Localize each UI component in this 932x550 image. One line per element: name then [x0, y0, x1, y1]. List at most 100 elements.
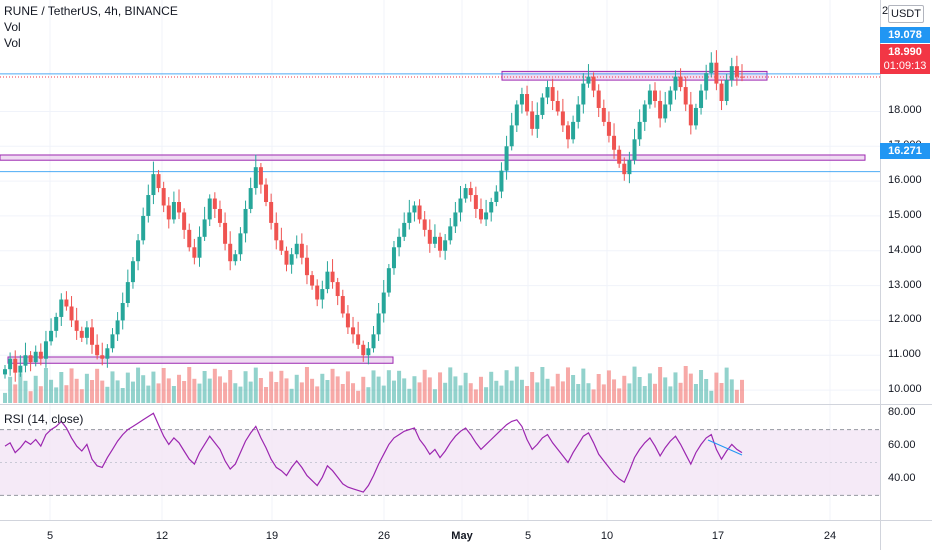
volume-bar-32 [166, 378, 171, 403]
volume-bar-139 [714, 372, 719, 403]
time-tick-label: 5 [46, 530, 54, 542]
candle-body-142 [729, 66, 734, 81]
candle-body-41 [212, 198, 217, 209]
volume-bar-29 [151, 371, 156, 403]
volume-bar-36 [187, 367, 192, 403]
candle-body-3 [18, 365, 23, 373]
volume-legend[interactable]: Vol [4, 20, 21, 34]
symbol-legend[interactable]: RUNE / TetherUS, 4h, BINANCE [4, 4, 178, 18]
candle-body-110 [565, 125, 570, 140]
volume-bar-89 [458, 385, 463, 403]
volume-bar-86 [443, 382, 448, 403]
volume-bar-59 [304, 367, 309, 403]
currency-button[interactable]: USDT [888, 5, 924, 23]
candle-body-45 [233, 254, 238, 262]
price-tick-label: 11.000 [888, 348, 921, 361]
candle-body-131 [673, 76, 678, 91]
candle-body-94 [484, 212, 489, 220]
candle-body-105 [540, 97, 545, 115]
candle-body-82 [422, 219, 427, 230]
volume-bar-105 [540, 367, 545, 403]
candle-body-81 [417, 205, 422, 220]
candle-body-141 [724, 80, 729, 101]
candle-body-33 [171, 202, 176, 220]
candle-body-100 [514, 104, 519, 126]
candle-body-113 [581, 83, 586, 105]
rsi-legend[interactable]: RSI (14, close) [4, 412, 84, 426]
price-tick-label: 14.000 [888, 243, 922, 256]
volume-bar-55 [284, 378, 289, 403]
volume-bar-116 [596, 374, 601, 403]
volume-bar-42 [217, 376, 222, 403]
rsi-tick-label: 60.00 [888, 439, 916, 452]
volume-bar-49 [253, 367, 258, 403]
candle-body-9 [49, 330, 54, 342]
candle-body-56 [289, 254, 294, 265]
candle-body-88 [453, 212, 458, 227]
price-tick-top: 2 [882, 5, 889, 17]
candle-body-18 [95, 344, 100, 356]
candle-body-78 [402, 222, 407, 237]
volume-bars [3, 366, 744, 403]
price-tick-label: 18.000 [888, 104, 922, 117]
volume-bar-117 [601, 384, 606, 403]
candle-body-52 [269, 202, 274, 223]
volume-bar-135 [693, 384, 698, 403]
volume-bar-31 [161, 368, 166, 403]
volume-bar-16 [84, 373, 89, 403]
candle-body-21 [110, 334, 115, 349]
volume-bar-108 [555, 373, 560, 403]
candle-body-129 [663, 104, 668, 119]
volume-bar-58 [299, 382, 304, 403]
candle-body-40 [207, 198, 212, 220]
candle-body-77 [397, 236, 402, 248]
candle-body-53 [274, 222, 279, 241]
candle-body-43 [223, 222, 228, 244]
price-tick-label: 16.000 [888, 174, 922, 187]
candle-body-72 [371, 334, 376, 349]
volume-bar-39 [202, 371, 207, 403]
candle-body-95 [489, 202, 494, 213]
volume-bar-74 [381, 385, 386, 403]
candle-body-111 [571, 121, 576, 140]
volume-bar-140 [719, 383, 724, 403]
candle-body-17 [90, 327, 95, 345]
candle-body-44 [228, 243, 233, 262]
candle-body-66 [340, 296, 345, 314]
volume-bar-79 [407, 388, 412, 403]
volume-bar-98 [504, 370, 509, 403]
volume-bar-17 [90, 380, 95, 403]
volume-bar-132 [678, 382, 683, 403]
volume-bar-4 [23, 380, 28, 403]
candle-body-48 [248, 188, 253, 209]
candle-body-139 [714, 62, 719, 84]
candle-body-64 [330, 271, 335, 283]
candle-body-6 [33, 351, 38, 363]
volume-bar-123 [632, 366, 637, 403]
time-tick-label: 24 [823, 530, 837, 542]
candle-body-120 [617, 149, 622, 164]
zone-0 [501, 70, 768, 81]
candle-body-2 [13, 358, 18, 373]
candle-body-62 [320, 289, 325, 300]
candle-body-51 [264, 184, 269, 202]
volume-bar-62 [320, 373, 325, 403]
volume-legend-2[interactable]: Vol [4, 36, 21, 50]
candle-body-49 [253, 167, 258, 189]
volume-bar-56 [289, 388, 294, 403]
candle-body-130 [668, 90, 673, 105]
candle-body-140 [719, 83, 724, 101]
volume-bar-112 [576, 384, 581, 403]
candle-body-11 [59, 299, 64, 317]
candle-body-114 [586, 76, 591, 84]
candle-body-83 [427, 229, 432, 244]
candle-body-121 [622, 163, 627, 175]
volume-bar-27 [141, 375, 146, 403]
candle-body-14 [74, 320, 79, 331]
candle-body-31 [161, 188, 166, 206]
volume-bar-115 [591, 389, 596, 403]
volume-bar-45 [233, 383, 238, 403]
rsi-tick-label: 40.00 [888, 471, 916, 484]
